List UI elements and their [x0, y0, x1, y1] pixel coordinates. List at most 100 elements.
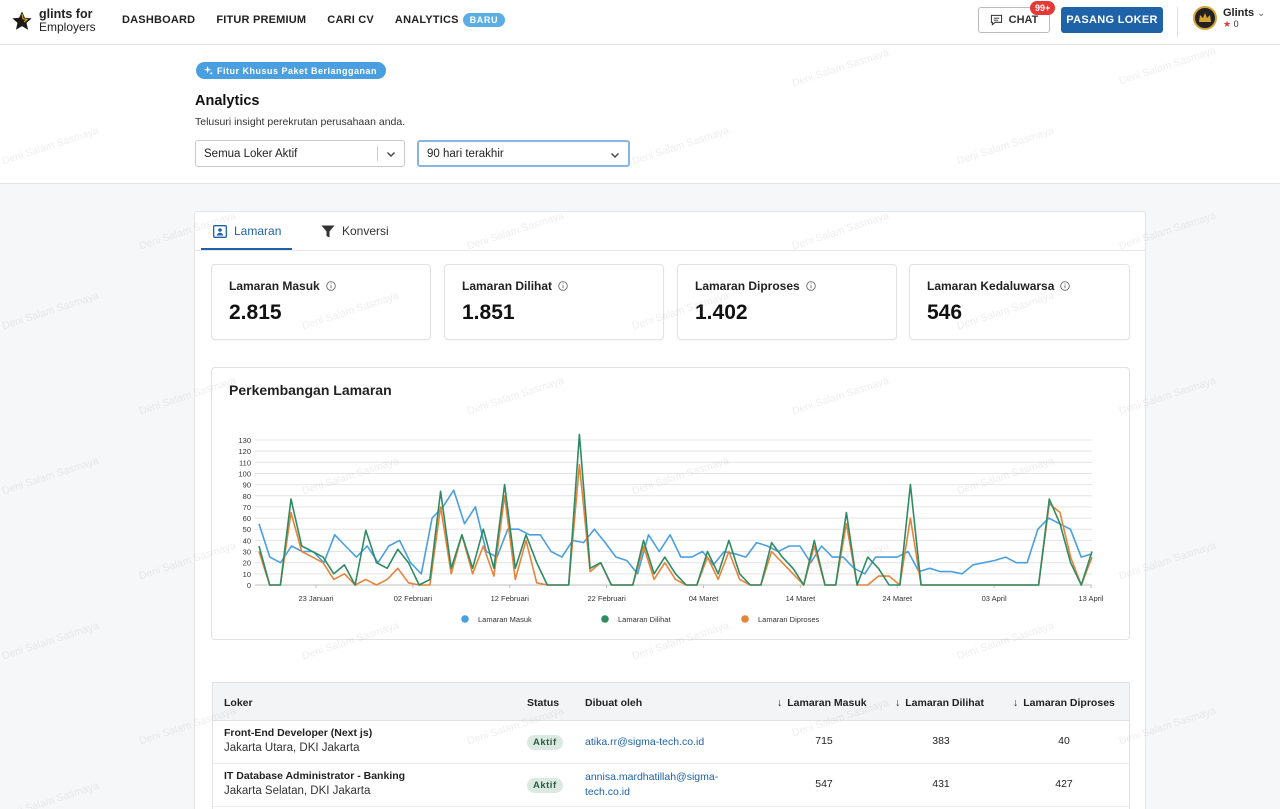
chat-button[interactable]: CHAT — [978, 7, 1050, 33]
legend-marker — [461, 615, 469, 623]
stat-card-lamaran-dilihat: Lamaran Dilihat 1.851 — [444, 264, 664, 340]
viewed-count: 383 — [932, 735, 950, 747]
y-tick-label: 110 — [239, 458, 251, 467]
col-processed[interactable]: ↓ Lamaran Diproses — [1013, 697, 1115, 709]
logo-line-1: glints for — [39, 7, 93, 21]
x-tick-label: 23 Januari — [298, 594, 333, 603]
period-filter-value: 90 hari terakhir — [427, 147, 504, 160]
sort-arrow-icon: ↓ — [895, 697, 901, 709]
chat-label: CHAT — [1008, 14, 1039, 26]
stat-value: 1.851 — [462, 301, 515, 324]
new-badge: BARU — [462, 13, 506, 27]
y-tick-label: 80 — [243, 492, 251, 501]
table-row[interactable]: Front-End Developer (Next js) Jakarta Ut… — [213, 721, 1129, 764]
sort-arrow-icon: ↓ — [777, 697, 783, 709]
nav-cari-cv-label: CARI CV — [327, 14, 374, 26]
y-tick-label: 40 — [243, 536, 251, 545]
y-tick-label: 130 — [238, 436, 251, 445]
x-tick-label: 14 Maret — [786, 594, 817, 603]
legend-label: Lamaran Masuk — [478, 615, 532, 624]
y-tick-label: 50 — [243, 525, 251, 534]
account-menu[interactable]: Glints ★ 0 — [1193, 6, 1254, 30]
stat-label: Lamaran Masuk — [229, 279, 320, 293]
series-line-1 — [258, 433, 1093, 586]
star-logo-icon — [12, 11, 32, 30]
status-badge: Aktif — [527, 778, 563, 793]
col-job-label: Loker — [224, 697, 253, 709]
viewed-count: 431 — [932, 778, 950, 790]
job-title[interactable]: Front-End Developer (Next js) — [224, 727, 373, 739]
legend-marker — [601, 615, 609, 623]
col-viewed-label: Lamaran Dilihat — [905, 697, 985, 709]
applications-line-chart: 0 10 20 30 40 50 60 70 80 90 100 110 120 130 23 Januar… — [238, 433, 1104, 624]
applicant-icon — [213, 224, 227, 238]
info-icon[interactable] — [558, 281, 568, 291]
x-tick-label: 13 April — [1078, 594, 1103, 603]
chat-unread-badge: 99+ — [1030, 1, 1056, 15]
x-tick-label: 04 Maret — [689, 594, 720, 603]
company-avatar — [1193, 6, 1217, 30]
post-job-button[interactable]: PASANG LOKER — [1061, 7, 1163, 33]
stat-card-lamaran-diproses: Lamaran Diproses 1.402 — [677, 264, 897, 340]
select-separator — [377, 146, 378, 161]
info-icon[interactable] — [1060, 281, 1071, 291]
stat-label-wrap: Lamaran Dilihat — [462, 279, 568, 293]
account-name: Glints — [1223, 6, 1255, 19]
tab-lamaran[interactable]: Lamaran — [213, 224, 281, 238]
y-tick-label: 100 — [238, 469, 251, 478]
filter-section — [0, 45, 1280, 184]
nav-fitur-premium[interactable]: FITUR PREMIUM — [216, 14, 306, 26]
tab-konversi[interactable]: Konversi — [321, 224, 389, 238]
legend-label: Lamaran Diproses — [758, 615, 820, 624]
col-created-by[interactable]: Dibuat oleh — [585, 697, 642, 709]
tabs-divider — [195, 250, 1146, 251]
period-filter-select[interactable]: 90 hari terakhir — [417, 140, 630, 167]
logo-line-2: Employers — [39, 20, 96, 34]
funnel-icon — [321, 225, 335, 237]
x-tick-label: 22 Februari — [587, 594, 626, 603]
job-filter-select[interactable]: Semua Loker Aktif — [195, 140, 405, 167]
points-value: 0 — [1233, 18, 1239, 29]
series-line-0 — [258, 489, 1093, 575]
table-row[interactable]: IT Database Administrator - Banking Jaka… — [213, 764, 1129, 807]
legend-label: Lamaran Dilihat — [618, 615, 671, 624]
status-badge: Aktif — [527, 735, 563, 750]
info-icon[interactable] — [325, 281, 336, 291]
creator-email[interactable]: atika.rr@sigma-tech.co.id — [585, 736, 705, 748]
account-chevron-icon[interactable]: ⌄ — [1257, 8, 1266, 19]
creator-email[interactable]: annisa.mardhatillah@sigma-tech.co.id — [585, 771, 719, 798]
nav-analytics-label: ANALYTICS — [394, 14, 459, 26]
nav-fitur-premium-label: FITUR PREMIUM — [216, 14, 307, 26]
nav-analytics[interactable]: ANALYTICS BARU — [394, 13, 506, 27]
received-count: 715 — [815, 735, 833, 747]
points-star-icon: ★ — [1223, 18, 1232, 29]
info-icon[interactable] — [805, 281, 816, 291]
stat-label: Lamaran Kedaluwarsa — [927, 279, 1055, 293]
logo-text: glints for Employers — [39, 8, 96, 34]
account-points: ★ 0 — [1223, 19, 1254, 30]
stat-value: 1.402 — [695, 301, 748, 324]
col-job[interactable]: Loker — [224, 697, 253, 709]
y-tick-label: 70 — [243, 503, 251, 512]
tab-konversi-label: Konversi — [342, 224, 389, 238]
x-tick-label: 24 Maret — [882, 594, 913, 603]
stat-value: 2.815 — [229, 301, 282, 324]
col-viewed[interactable]: ↓ Lamaran Dilihat — [895, 697, 984, 709]
main-nav: DASHBOARD FITUR PREMIUM CARI CV ANALYTIC… — [122, 13, 506, 27]
nav-dashboard[interactable]: DASHBOARD — [122, 14, 195, 26]
col-received[interactable]: ↓ Lamaran Masuk — [777, 697, 867, 709]
stat-card-lamaran-kedaluwarsa: Lamaran Kedaluwarsa 546 — [909, 264, 1130, 340]
nav-cari-cv[interactable]: CARI CV — [327, 14, 374, 26]
glints-logo[interactable]: glints for Employers — [11, 5, 96, 37]
header-divider — [1177, 7, 1178, 37]
nav-dashboard-label: DASHBOARD — [122, 14, 196, 26]
col-status[interactable]: Status — [527, 697, 559, 709]
chevron-down-icon — [387, 152, 395, 157]
job-title[interactable]: IT Database Administrator - Banking — [224, 770, 406, 782]
sparkle-icon — [204, 66, 213, 75]
job-location: Jakarta Utara, DKI Jakarta — [224, 742, 360, 754]
watermark: Deni Salam Sasmaya — [0, 289, 101, 333]
y-tick-label: 60 — [243, 514, 251, 523]
page-title: Analytics — [195, 93, 260, 109]
y-tick-label: 0 — [247, 581, 251, 590]
